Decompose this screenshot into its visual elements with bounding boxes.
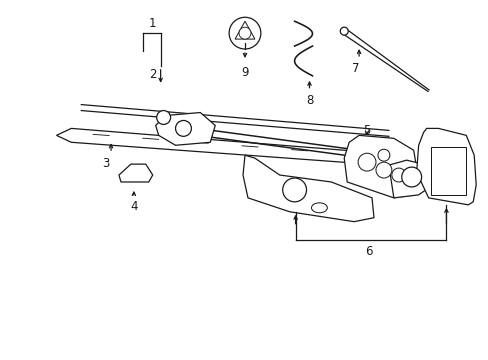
Polygon shape — [243, 155, 373, 222]
Text: 3: 3 — [102, 157, 109, 170]
Circle shape — [340, 27, 347, 35]
Polygon shape — [416, 129, 475, 205]
Polygon shape — [56, 129, 383, 164]
Circle shape — [357, 153, 375, 171]
Circle shape — [229, 17, 260, 49]
Text: 6: 6 — [365, 245, 372, 258]
Polygon shape — [235, 21, 254, 39]
Text: 7: 7 — [352, 62, 359, 75]
Circle shape — [239, 27, 250, 39]
Text: 9: 9 — [241, 66, 248, 79]
FancyBboxPatch shape — [429, 147, 466, 195]
Circle shape — [175, 121, 191, 136]
Polygon shape — [119, 164, 152, 182]
Text: 8: 8 — [305, 94, 312, 107]
Circle shape — [377, 149, 389, 161]
Text: 1: 1 — [149, 17, 156, 30]
Circle shape — [391, 168, 405, 182]
Ellipse shape — [311, 203, 326, 213]
Polygon shape — [344, 135, 418, 198]
Polygon shape — [155, 113, 215, 145]
Text: 2: 2 — [149, 68, 156, 81]
Circle shape — [156, 111, 170, 125]
Text: 5: 5 — [363, 124, 370, 137]
Polygon shape — [388, 160, 427, 198]
Text: 4: 4 — [130, 200, 137, 213]
Circle shape — [401, 167, 421, 187]
Circle shape — [375, 162, 391, 178]
Circle shape — [282, 178, 306, 202]
